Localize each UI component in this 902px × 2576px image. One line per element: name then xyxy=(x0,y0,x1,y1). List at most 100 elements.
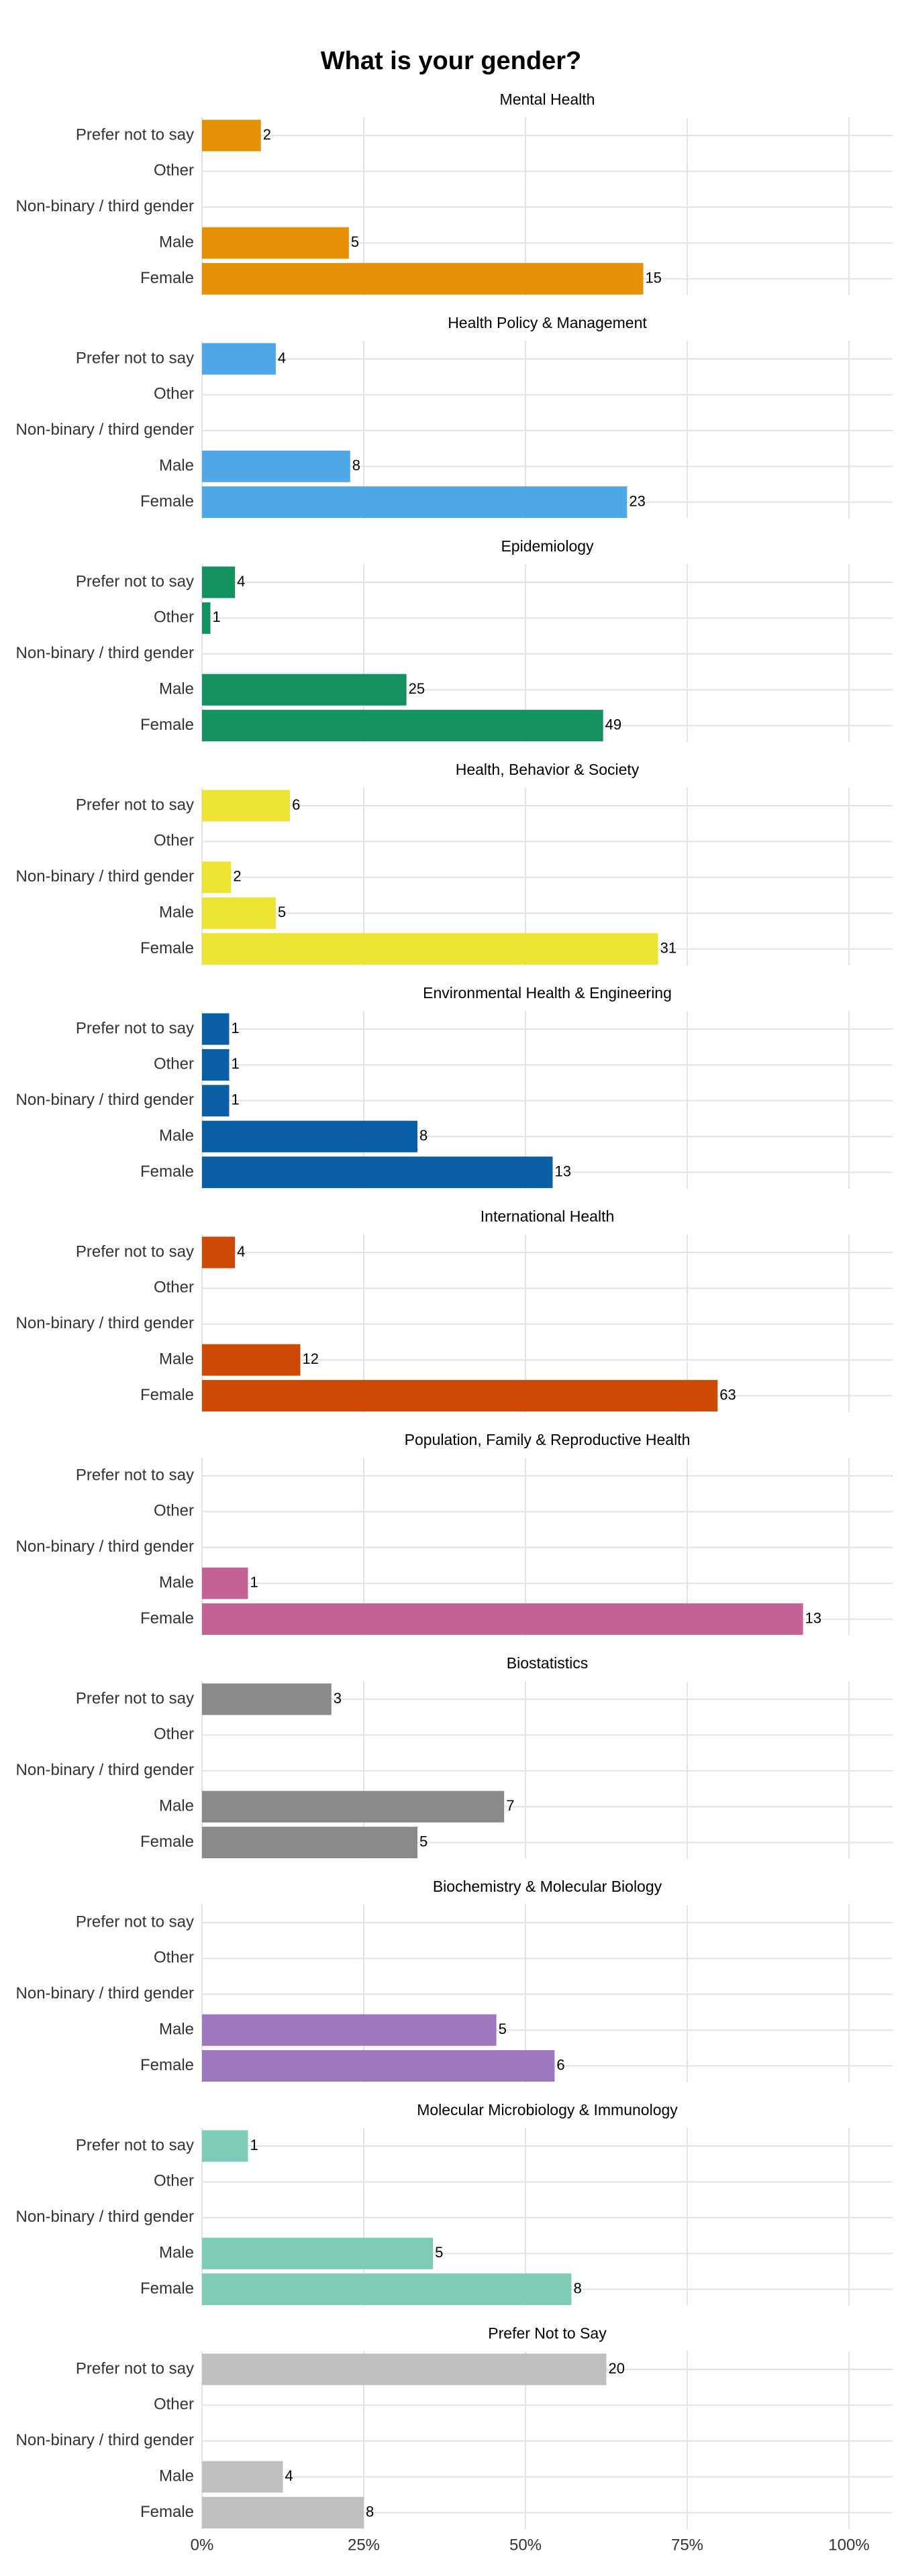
value-label: 63 xyxy=(719,1386,736,1403)
value-label: 5 xyxy=(435,2244,443,2261)
y-tick-label: Non-binary / third gender xyxy=(16,2208,194,2226)
bar xyxy=(202,1157,553,1189)
y-tick-label: Other xyxy=(154,385,194,403)
value-label: 5 xyxy=(499,2021,507,2037)
y-tick-label: Male xyxy=(159,680,194,698)
value-label: 31 xyxy=(660,939,676,956)
value-label: 23 xyxy=(629,492,645,509)
bar xyxy=(202,933,658,965)
bar xyxy=(202,1567,248,1599)
y-tick-label: Female xyxy=(140,939,194,957)
bar xyxy=(202,2014,497,2046)
value-label: 6 xyxy=(292,796,300,813)
bar xyxy=(202,1790,505,1823)
y-tick-label: Non-binary / third gender xyxy=(16,1314,194,1332)
bar xyxy=(202,486,628,519)
value-label: 8 xyxy=(419,1127,428,1144)
facet-title: Mental Health xyxy=(500,91,595,108)
y-tick-label: Non-binary / third gender xyxy=(16,1761,194,1779)
value-label: 5 xyxy=(419,1833,428,1849)
y-tick-label: Male xyxy=(159,1127,194,1145)
value-label: 1 xyxy=(231,1091,239,1108)
y-tick-label: Other xyxy=(154,832,194,850)
facet-title: Health Policy & Management xyxy=(448,314,647,331)
bar xyxy=(202,2273,572,2306)
bar xyxy=(202,263,644,295)
y-tick-label: Prefer not to say xyxy=(76,1242,194,1260)
y-tick-label: Non-binary / third gender xyxy=(16,1984,194,2002)
value-label: 8 xyxy=(573,2279,581,2296)
y-tick-label: Other xyxy=(154,162,194,180)
value-label: 4 xyxy=(237,573,245,590)
y-tick-label: Male xyxy=(159,1574,194,1592)
x-tick-label: 50% xyxy=(509,2536,542,2554)
bar xyxy=(202,1085,230,1117)
y-tick-label: Other xyxy=(154,1725,194,1743)
y-tick-label: Prefer not to say xyxy=(76,125,194,144)
bar xyxy=(202,790,291,822)
y-tick-label: Non-binary / third gender xyxy=(16,1538,194,1556)
value-label: 25 xyxy=(409,680,425,697)
y-tick-label: Non-binary / third gender xyxy=(16,421,194,439)
bar xyxy=(202,1013,230,1045)
bar xyxy=(202,343,276,375)
facet-title: Population, Family & Reproductive Health xyxy=(405,1431,691,1448)
bar xyxy=(202,2050,555,2082)
bar xyxy=(202,2461,283,2493)
y-tick-label: Female xyxy=(140,492,194,511)
value-label: 5 xyxy=(351,233,359,250)
bar xyxy=(202,2237,434,2269)
value-label: 8 xyxy=(366,2503,374,2520)
bar xyxy=(202,1380,718,1412)
y-tick-label: Non-binary / third gender xyxy=(16,2431,194,2449)
x-tick-label: 0% xyxy=(191,2536,214,2554)
bar xyxy=(202,602,211,634)
y-tick-label: Prefer not to say xyxy=(76,2359,194,2377)
value-label: 4 xyxy=(237,1243,245,1260)
y-tick-label: Female xyxy=(140,716,194,734)
y-tick-label: Female xyxy=(140,2279,194,2298)
y-tick-label: Other xyxy=(154,1949,194,1967)
y-tick-label: Prefer not to say xyxy=(76,349,194,367)
value-label: 3 xyxy=(334,1690,342,1707)
chart-title: What is your gender? xyxy=(321,47,581,75)
bar xyxy=(202,710,603,742)
y-tick-label: Prefer not to say xyxy=(76,572,194,590)
y-tick-label: Female xyxy=(140,1833,194,1851)
bar xyxy=(202,1236,236,1269)
bar xyxy=(202,1603,803,1635)
value-label: 8 xyxy=(352,457,360,474)
x-tick-label: 25% xyxy=(348,2536,380,2554)
value-label: 2 xyxy=(263,126,271,143)
value-label: 12 xyxy=(303,1350,319,1367)
value-label: 4 xyxy=(278,350,286,366)
y-tick-label: Female xyxy=(140,269,194,287)
value-label: 2 xyxy=(233,868,241,885)
y-tick-label: Male xyxy=(159,2467,194,2485)
y-tick-label: Male xyxy=(159,904,194,922)
y-tick-label: Other xyxy=(154,1055,194,1073)
value-label: 5 xyxy=(278,904,286,920)
x-tick-label: 100% xyxy=(828,2536,869,2554)
y-tick-label: Prefer not to say xyxy=(76,1019,194,1037)
y-tick-label: Female xyxy=(140,1609,194,1627)
value-label: 13 xyxy=(805,1609,821,1626)
y-tick-label: Male xyxy=(159,2021,194,2039)
x-tick-label: 75% xyxy=(671,2536,703,2554)
facet-title: Epidemiology xyxy=(501,537,594,555)
y-tick-label: Non-binary / third gender xyxy=(16,1091,194,1109)
y-tick-label: Other xyxy=(154,2396,194,2414)
value-label: 49 xyxy=(605,716,621,733)
value-label: 4 xyxy=(285,2467,293,2484)
facet-title: Health, Behavior & Society xyxy=(456,761,640,778)
facet-title: International Health xyxy=(481,1208,614,1225)
bar xyxy=(202,897,276,929)
y-tick-label: Other xyxy=(154,1502,194,1520)
y-tick-label: Prefer not to say xyxy=(76,796,194,814)
bar xyxy=(202,674,407,706)
bar xyxy=(202,227,349,259)
y-tick-label: Female xyxy=(140,1386,194,1404)
bar xyxy=(202,1827,418,1859)
y-tick-label: Prefer not to say xyxy=(76,2136,194,2154)
